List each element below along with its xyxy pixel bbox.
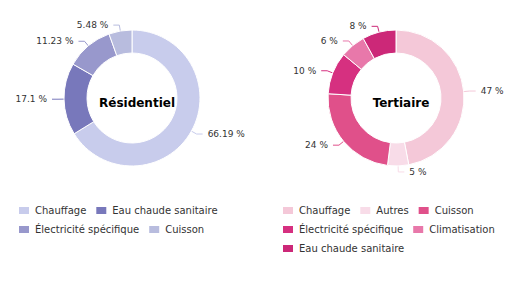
svg-text:Chauffage: Chauffage (299, 205, 350, 216)
svg-text:6 %: 6 % (321, 36, 339, 46)
svg-text:47 %: 47 % (481, 86, 504, 96)
svg-text:Cuisson: Cuisson (435, 205, 474, 216)
svg-text:Eau chaude sanitaire: Eau chaude sanitaire (112, 205, 217, 216)
svg-text:24 %: 24 % (305, 140, 328, 150)
svg-text:8 %: 8 % (349, 21, 367, 31)
svg-text:Cuisson: Cuisson (165, 224, 204, 235)
svg-text:Climatisation: Climatisation (429, 224, 495, 235)
svg-text:Électricité spécifique: Électricité spécifique (299, 223, 403, 235)
svg-text:10 %: 10 % (293, 66, 316, 76)
svg-text:5.48 %: 5.48 % (77, 20, 109, 30)
svg-text:Résidentiel: Résidentiel (99, 96, 175, 110)
svg-text:5 %: 5 % (409, 167, 427, 177)
svg-text:Tertiaire: Tertiaire (373, 96, 430, 110)
svg-text:Électricité spécifique: Électricité spécifique (35, 223, 139, 235)
svg-text:Chauffage: Chauffage (35, 205, 86, 216)
svg-text:Eau chaude sanitaire: Eau chaude sanitaire (299, 243, 404, 254)
svg-text:17.1 %: 17.1 % (16, 94, 48, 104)
svg-text:11.23 %: 11.23 % (36, 36, 74, 46)
svg-text:Autres: Autres (376, 205, 408, 216)
svg-text:66.19 %: 66.19 % (208, 129, 246, 139)
